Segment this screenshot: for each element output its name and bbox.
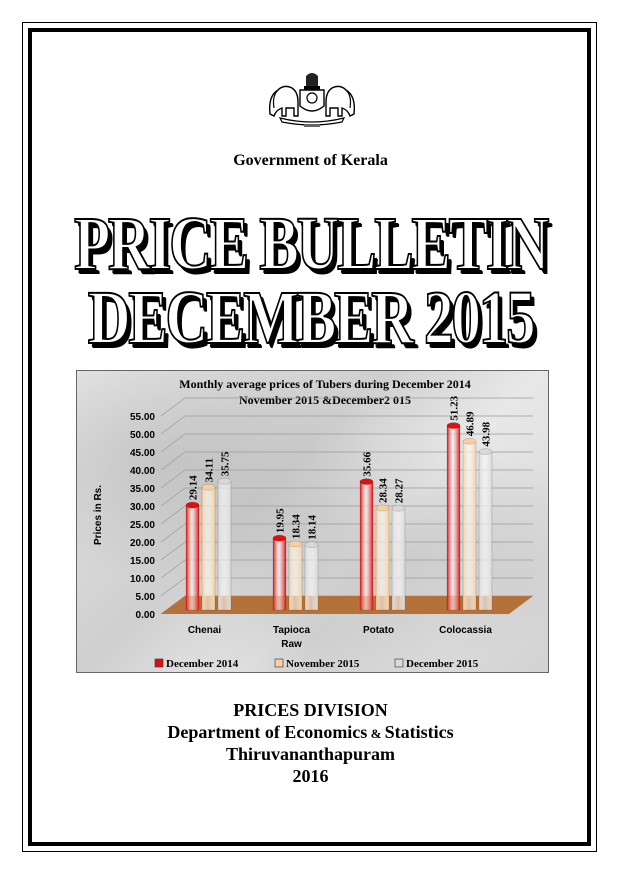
x-tick-label: Chenai xyxy=(188,625,222,636)
outer-border xyxy=(22,22,597,852)
department-part-b: Statistics xyxy=(384,722,454,742)
bar xyxy=(304,544,319,611)
bar-cap xyxy=(391,504,406,512)
legend-swatch xyxy=(154,658,164,668)
bar xyxy=(375,507,390,611)
data-label: 19.95 xyxy=(275,508,287,533)
data-label: 35.75 xyxy=(220,451,232,476)
y-tick-label: 40.00 xyxy=(130,466,155,477)
publication-year: 2016 xyxy=(292,766,329,786)
data-label: 35.66 xyxy=(362,451,374,476)
gridline-side xyxy=(160,397,186,417)
bar-cap xyxy=(201,483,216,491)
y-tick-label: 10.00 xyxy=(130,574,155,585)
legend-entry: December 2014 xyxy=(166,658,239,670)
bar xyxy=(391,507,406,611)
bar-cap xyxy=(375,504,390,512)
bar xyxy=(185,504,200,611)
gridline-side xyxy=(160,433,186,453)
chart-floor xyxy=(161,596,533,614)
bar-cap xyxy=(217,478,232,485)
government-name: Government of Kerala xyxy=(233,152,388,169)
data-label: 51.23 xyxy=(449,395,461,420)
tubers-price-chart: Monthly average prices of Tubers during … xyxy=(76,370,549,673)
y-tick-label: 0.00 xyxy=(136,610,156,621)
bar xyxy=(272,537,287,611)
bar xyxy=(201,486,216,611)
department-name: Department of Economics & Statistics xyxy=(0,722,621,743)
bar-cap xyxy=(478,448,493,455)
data-label: 43.98 xyxy=(481,421,493,446)
gridline-side xyxy=(160,415,186,435)
department-ampersand: & xyxy=(367,726,385,741)
gridline-side xyxy=(160,541,186,561)
y-axis-label: Prices in Rs. xyxy=(93,485,104,545)
data-label: 18.34 xyxy=(291,514,303,539)
y-tick-label: 15.00 xyxy=(130,556,155,567)
legend-swatch xyxy=(274,658,284,668)
bar xyxy=(359,481,374,611)
x-tick-label: Potato xyxy=(363,625,394,636)
data-label: 28.27 xyxy=(394,478,406,503)
bar xyxy=(288,543,303,611)
kerala-state-emblem-icon xyxy=(268,73,356,127)
bulletin-month: DECEMBER 2015 xyxy=(87,276,536,360)
bar xyxy=(462,440,477,611)
gridline-side xyxy=(160,577,186,597)
data-label: 28.34 xyxy=(378,478,390,503)
bar-cap xyxy=(288,540,303,548)
bar-cap xyxy=(359,478,374,485)
x-tick-label: Colocassia xyxy=(439,625,492,636)
y-tick-label: 30.00 xyxy=(130,502,155,513)
data-label: 46.89 xyxy=(465,411,477,436)
gridline-side xyxy=(160,523,186,543)
y-tick-label: 45.00 xyxy=(130,448,155,459)
x-tick-label: Tapioca xyxy=(273,625,310,636)
chart-title-line2: November 2015 &December2 015 xyxy=(239,393,411,407)
y-tick-label: 5.00 xyxy=(136,592,156,603)
page-frame xyxy=(28,28,591,846)
data-label: 18.14 xyxy=(307,514,319,539)
division-name: PRICES DIVISION xyxy=(233,700,388,720)
y-tick-label: 20.00 xyxy=(130,538,155,549)
y-tick-label: 35.00 xyxy=(130,484,155,495)
bar xyxy=(217,481,232,611)
bar-cap xyxy=(304,541,319,548)
bar xyxy=(446,425,461,611)
x-tick-label: Raw xyxy=(281,639,302,650)
legend-swatch xyxy=(394,658,404,668)
gridline-side xyxy=(160,469,186,489)
bar xyxy=(478,451,493,611)
bar-cap xyxy=(272,534,287,542)
legend-entry: December 2015 xyxy=(406,658,479,670)
bar-cap xyxy=(462,437,477,445)
gridline-side xyxy=(160,559,186,579)
data-label: 29.14 xyxy=(188,475,200,500)
gridline-side xyxy=(160,487,186,507)
department-part-a: Department of Economics xyxy=(167,722,368,742)
bar-cap xyxy=(185,501,200,509)
chart-svg: Monthly average prices of Tubers during … xyxy=(93,377,533,670)
y-tick-label: 55.00 xyxy=(130,412,155,423)
chart-title-line1: Monthly average prices of Tubers during … xyxy=(179,377,470,391)
data-label: 34.11 xyxy=(204,458,216,482)
y-tick-label: 25.00 xyxy=(130,520,155,531)
legend-entry: November 2015 xyxy=(286,658,360,670)
y-tick-label: 50.00 xyxy=(130,430,155,441)
city-name: Thiruvananthapuram xyxy=(225,744,396,764)
bulletin-title: PRICE BULLETIN xyxy=(73,202,550,286)
gridline-side xyxy=(160,451,186,471)
gridline-side xyxy=(160,505,186,525)
bar-cap xyxy=(446,422,461,429)
